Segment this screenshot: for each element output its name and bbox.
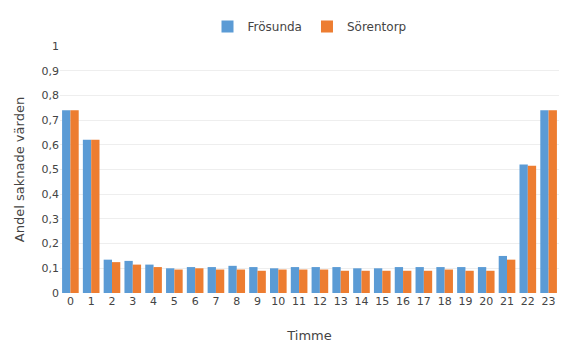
svg-text:Sörentorp: Sörentorp	[347, 20, 406, 34]
svg-text:20: 20	[479, 295, 493, 308]
svg-text:21: 21	[500, 295, 514, 308]
svg-text:22: 22	[521, 295, 535, 308]
svg-text:17: 17	[417, 295, 431, 308]
svg-text:10: 10	[271, 295, 285, 308]
svg-text:12: 12	[313, 295, 327, 308]
svg-text:0,2: 0,2	[42, 237, 60, 250]
svg-text:Andel saknade värden: Andel saknade värden	[12, 97, 27, 242]
svg-text:1: 1	[52, 40, 59, 53]
svg-text:0,6: 0,6	[42, 139, 60, 152]
svg-text:6: 6	[192, 295, 199, 308]
svg-text:18: 18	[438, 295, 452, 308]
svg-text:Timme: Timme	[286, 328, 331, 343]
svg-text:7: 7	[212, 295, 219, 308]
svg-text:0,3: 0,3	[42, 213, 60, 226]
svg-text:3: 3	[129, 295, 136, 308]
svg-text:11: 11	[292, 295, 306, 308]
svg-text:0,1: 0,1	[42, 262, 60, 275]
svg-text:0,8: 0,8	[42, 89, 60, 102]
svg-text:4: 4	[150, 295, 157, 308]
svg-text:1: 1	[88, 295, 95, 308]
svg-text:19: 19	[458, 295, 472, 308]
svg-text:2: 2	[108, 295, 115, 308]
svg-text:23: 23	[542, 295, 556, 308]
svg-text:Frösunda: Frösunda	[248, 20, 302, 34]
svg-text:5: 5	[171, 295, 178, 308]
svg-text:16: 16	[396, 295, 410, 308]
svg-text:0,5: 0,5	[42, 163, 60, 176]
svg-text:0,7: 0,7	[42, 114, 60, 127]
svg-text:0,4: 0,4	[42, 188, 60, 201]
svg-text:0,9: 0,9	[42, 65, 60, 78]
svg-text:0: 0	[67, 295, 74, 308]
svg-text:13: 13	[334, 295, 348, 308]
svg-text:14: 14	[354, 295, 368, 308]
svg-text:0: 0	[52, 287, 59, 300]
svg-text:15: 15	[375, 295, 389, 308]
svg-text:8: 8	[233, 295, 240, 308]
svg-text:9: 9	[254, 295, 261, 308]
